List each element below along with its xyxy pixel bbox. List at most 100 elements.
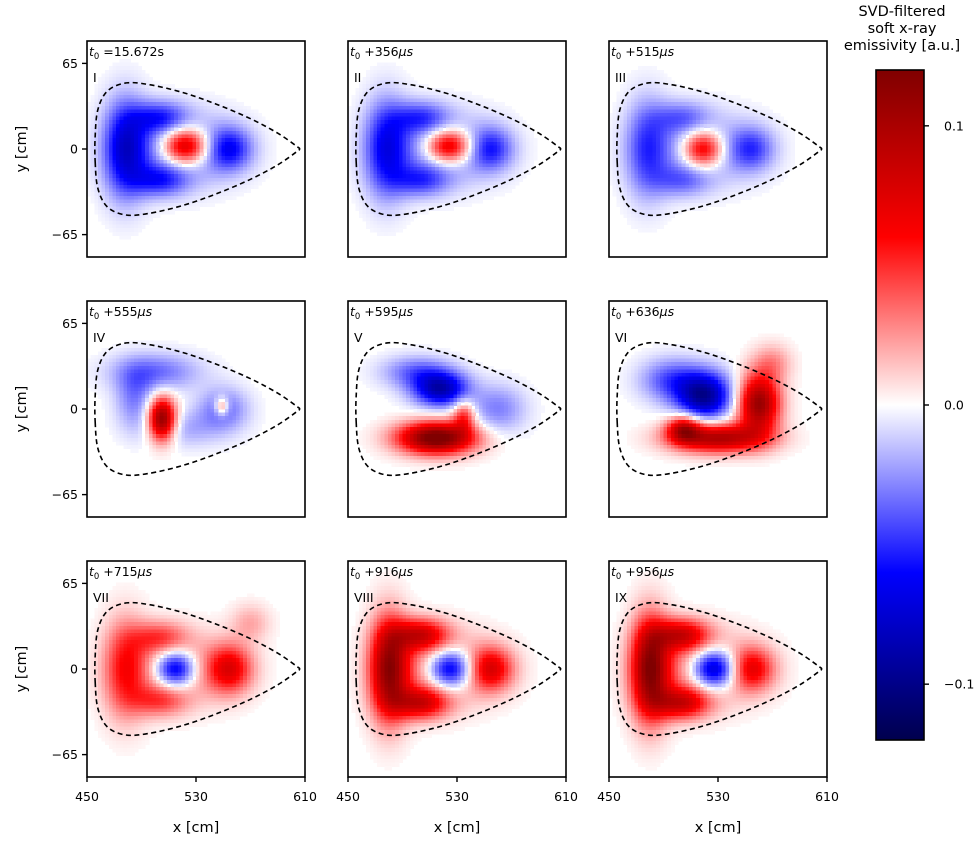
heatmap-cell (710, 98, 715, 103)
heatmap-cell (467, 156, 473, 161)
heatmap-cell (254, 127, 259, 132)
heatmap-cell (630, 159, 636, 164)
heatmap-cell (656, 149, 661, 154)
heatmap-cell (779, 127, 784, 132)
heatmap-cell (638, 167, 643, 172)
heatmap-cell (688, 188, 694, 193)
heatmap-cell (406, 95, 411, 100)
heatmap-cell (703, 170, 708, 175)
heatmap-cell (116, 62, 121, 67)
heatmap-cell (623, 98, 628, 103)
heatmap-cell (518, 177, 523, 182)
heatmap-cell (225, 138, 230, 143)
heatmap-cell (126, 98, 132, 103)
heatmap-cell (776, 149, 781, 154)
heatmap-cell (413, 98, 418, 103)
heatmap-cell (645, 138, 650, 143)
heatmap-cell (739, 134, 745, 139)
heatmap-cell (467, 152, 473, 157)
heatmap-cell (627, 84, 632, 89)
heatmap-cell (670, 167, 675, 172)
heatmap-cell (779, 170, 784, 175)
heatmap-cell (196, 95, 201, 100)
heatmap-cell (119, 195, 124, 200)
heatmap-cell (768, 170, 774, 175)
heatmap-cell (105, 123, 110, 128)
heatmap-cell (126, 177, 132, 182)
heatmap-cell (239, 156, 244, 161)
heatmap-cell (504, 105, 509, 110)
heatmap-cell (366, 210, 371, 215)
heatmap-cell (475, 141, 480, 146)
heatmap-cell (181, 116, 186, 121)
heatmap-cell (688, 167, 694, 172)
heatmap-cell (362, 181, 367, 186)
heatmap-cell (504, 163, 509, 168)
heatmap-cell (391, 210, 396, 215)
heatmap-cell (652, 116, 657, 121)
heatmap-cell (619, 170, 625, 175)
heatmap-cell (504, 120, 509, 125)
heatmap-cell (174, 131, 179, 136)
heatmap-cell (101, 199, 106, 204)
heatmap-cell (395, 134, 400, 139)
heatmap-cell (254, 123, 259, 128)
heatmap-cell (174, 91, 179, 96)
heatmap-cell (776, 123, 781, 128)
heatmap-cell (714, 91, 719, 96)
heatmap-cell (761, 156, 766, 161)
heatmap-cell (391, 203, 396, 208)
heatmap-cell (134, 149, 139, 154)
heatmap-cell (355, 192, 360, 197)
heatmap-cell (174, 192, 179, 197)
heatmap-cell (387, 217, 393, 222)
heatmap-cell (424, 192, 429, 197)
heatmap-cell (464, 203, 469, 208)
heatmap-cell (369, 116, 375, 121)
heatmap-cell (732, 170, 737, 175)
heatmap-cell (380, 174, 385, 179)
heatmap-cell (257, 167, 262, 172)
heatmap-cell (703, 192, 708, 197)
heatmap-cell (206, 199, 212, 204)
heatmap-cell (765, 163, 770, 168)
heatmap-cell (478, 127, 484, 132)
heatmap-cell (688, 170, 694, 175)
heatmap-cell (108, 120, 114, 125)
heatmap-cell (105, 167, 110, 172)
heatmap-cell (681, 109, 686, 114)
heatmap-cell (645, 199, 650, 204)
heatmap-cell (134, 105, 139, 110)
heatmap-cell (623, 167, 628, 172)
heatmap-cell (221, 95, 226, 100)
heatmap-cell (358, 80, 364, 85)
heatmap-cell (678, 203, 683, 208)
heatmap-cell (105, 134, 110, 139)
heatmap-cell (254, 170, 259, 175)
heatmap-cell (471, 167, 476, 172)
heatmap-cell (105, 217, 110, 222)
heatmap-cell (380, 210, 385, 215)
heatmap-cell (166, 95, 172, 100)
heatmap-cell (232, 123, 237, 128)
heatmap-cell (612, 159, 617, 164)
heatmap-cell (703, 177, 708, 182)
heatmap-cell (659, 109, 665, 114)
heatmap-cell (496, 192, 502, 197)
heatmap-cell (228, 167, 233, 172)
heatmap-cell (170, 134, 175, 139)
heatmap-cell (754, 105, 759, 110)
heatmap-cell (203, 167, 208, 172)
heatmap-cell (739, 156, 745, 161)
heatmap-cell (685, 163, 690, 168)
heatmap-cell (94, 167, 99, 172)
heatmap-cell (105, 152, 110, 157)
heatmap-cell (504, 123, 509, 128)
heatmap-cell (652, 141, 657, 146)
heatmap-cell (199, 156, 204, 161)
heatmap-cell (612, 163, 617, 168)
heatmap-cell (246, 141, 252, 146)
heatmap-cell (94, 134, 99, 139)
heatmap-cell (97, 131, 103, 136)
heatmap-cell (156, 210, 161, 215)
